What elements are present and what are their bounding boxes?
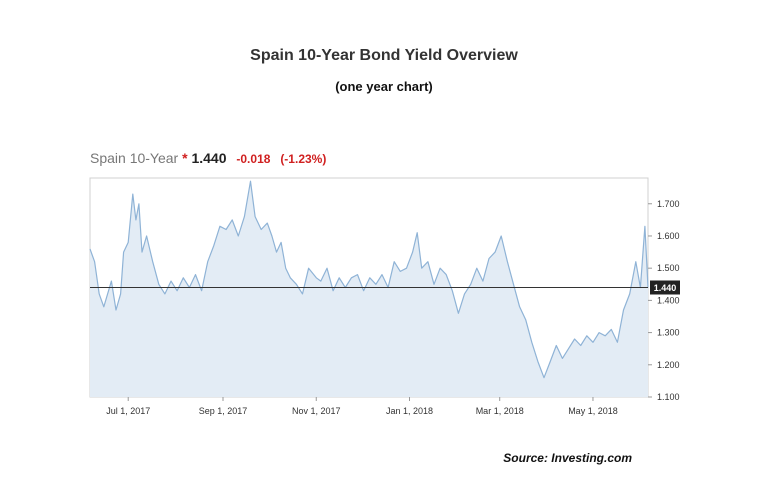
chart-subtitle: (one year chart) bbox=[335, 79, 433, 94]
y-tick-label: 1.300 bbox=[657, 328, 680, 338]
y-tick-label: 1.600 bbox=[657, 231, 680, 241]
price-change: -0.018 bbox=[236, 152, 271, 166]
y-tick-label: 1.500 bbox=[657, 263, 680, 273]
y-tick-label: 1.200 bbox=[657, 360, 680, 370]
price-quote: Spain 10-Year * 1.440 -0.018 (-1.23%) bbox=[90, 150, 326, 166]
x-tick-label: Nov 1, 2017 bbox=[292, 406, 341, 416]
last-price: 1.440 bbox=[191, 150, 227, 166]
price-change-pct: (-1.23%) bbox=[280, 152, 327, 166]
y-tick-label: 1.100 bbox=[657, 392, 680, 402]
series-line bbox=[89, 180, 649, 379]
x-tick-label: May 1, 2018 bbox=[568, 406, 618, 416]
last-value-marker: 1.440 bbox=[650, 280, 680, 295]
series-area bbox=[90, 181, 648, 397]
yield-line bbox=[89, 180, 649, 379]
x-tick-label: Mar 1, 2018 bbox=[476, 406, 524, 416]
last-value-badge bbox=[650, 280, 680, 295]
last-value-label: 1.440 bbox=[654, 283, 677, 293]
x-axis: Jul 1, 2017 Sep 1, 2017 Nov 1, 2017 Jan 1, … bbox=[106, 397, 618, 416]
x-tick-label: Jul 1, 2017 bbox=[106, 406, 150, 416]
y-axis: 1.100 1.200 1.300 1.400 1.500 1.600 1.700 bbox=[648, 199, 680, 402]
chart-title: Spain 10-Year Bond Yield Overview bbox=[250, 47, 518, 64]
x-tick-label: Sep 1, 2017 bbox=[199, 406, 248, 416]
source-credit: Source: Investing.com bbox=[503, 451, 632, 465]
y-tick-label: 1.400 bbox=[657, 295, 680, 305]
yield-area bbox=[90, 181, 648, 397]
delayed-star: * bbox=[182, 150, 188, 166]
x-tick-label: Jan 1, 2018 bbox=[386, 406, 433, 416]
instrument-name: Spain 10-Year bbox=[90, 150, 179, 166]
y-tick-label: 1.700 bbox=[657, 199, 680, 209]
